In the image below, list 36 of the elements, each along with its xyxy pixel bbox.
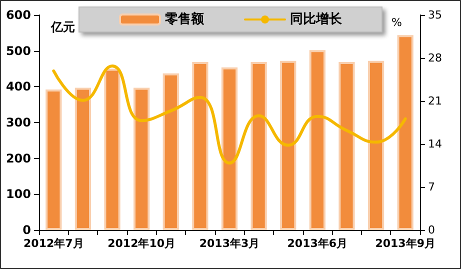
y-tick-label: 0 xyxy=(22,223,31,237)
y-tick-label: 100 xyxy=(6,187,31,202)
y2-tick-label: 14 xyxy=(428,138,442,150)
y2-tick-label: 7 xyxy=(428,180,435,194)
bar xyxy=(338,62,355,230)
bar xyxy=(162,73,179,230)
bar xyxy=(74,88,92,230)
x-tick-label: 2012年10月 xyxy=(108,237,176,250)
y2-tick-label: 0 xyxy=(428,224,435,236)
y-tick-label: 300 xyxy=(6,116,31,130)
y2-tick-label: 21 xyxy=(428,94,442,108)
bar xyxy=(192,62,208,230)
bar xyxy=(134,88,150,230)
y2-tick-label: 35 xyxy=(428,8,442,22)
bar xyxy=(280,60,296,230)
bar xyxy=(250,62,267,230)
y-tick-label: 500 xyxy=(6,44,31,58)
y-tick-label: 200 xyxy=(6,151,31,166)
bar xyxy=(368,60,384,230)
x-tick-label: 2013年6月 xyxy=(287,237,348,250)
legend-label: 零售额 xyxy=(164,11,205,27)
line-series xyxy=(52,64,407,165)
y-axis-title: 亿元 xyxy=(50,20,75,34)
y-tick-label: 400 xyxy=(6,80,31,94)
x-tick-label: 2013年9月 xyxy=(375,237,436,250)
bar xyxy=(221,67,238,230)
x-tick-label: 2013年3月 xyxy=(199,237,260,250)
bar xyxy=(104,68,120,230)
bar xyxy=(397,35,414,230)
y2-axis-title: % xyxy=(392,16,402,29)
bar xyxy=(46,90,62,230)
y-tick-label: 600 xyxy=(6,8,31,22)
legend-label: 同比增长 xyxy=(290,12,343,27)
bar xyxy=(309,50,326,230)
y2-tick-label: 28 xyxy=(428,52,442,64)
x-tick-label: 2012年7月 xyxy=(24,237,84,250)
